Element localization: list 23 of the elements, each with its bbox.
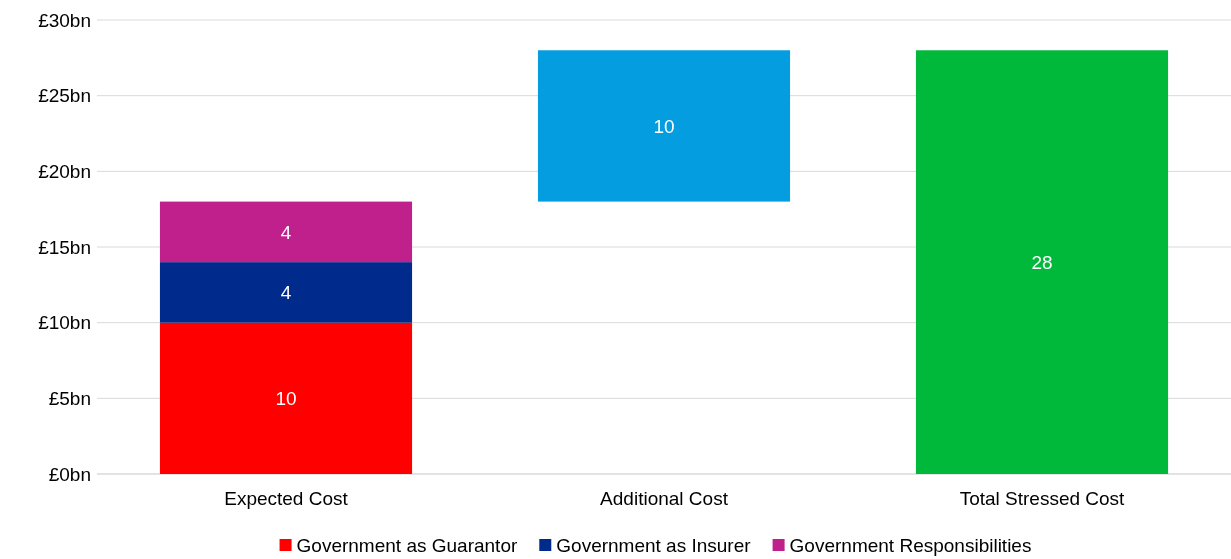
y-tick-label: £30bn <box>38 9 91 31</box>
data-label: 10 <box>275 387 297 409</box>
bar <box>915 50 1169 474</box>
y-tick-label: £20bn <box>38 160 91 182</box>
x-tick-label: Total Stressed Cost <box>959 488 1126 510</box>
y-tick-label: £5bn <box>48 387 91 409</box>
y-tick-label: £10bn <box>38 312 91 334</box>
legend-label: Government Responsibilities <box>789 534 1032 556</box>
bar <box>537 50 791 202</box>
y-tick-label: £15bn <box>38 236 91 258</box>
bar <box>159 201 413 263</box>
y-tick-label: £25bn <box>38 85 91 107</box>
legend-label: Government as Guarantor <box>296 534 518 556</box>
y-tick-label: £0bn <box>48 463 91 485</box>
bar <box>159 262 413 323</box>
bar <box>159 322 413 474</box>
x-tick-label: Expected Cost <box>224 488 349 510</box>
data-label: 10 <box>653 115 675 137</box>
data-label: 28 <box>1031 251 1053 273</box>
data-label: 4 <box>280 282 292 304</box>
x-tick-label: Additional Cost <box>600 488 729 510</box>
legend-label: Government as Insurer <box>556 534 752 556</box>
data-label: 4 <box>280 221 292 243</box>
